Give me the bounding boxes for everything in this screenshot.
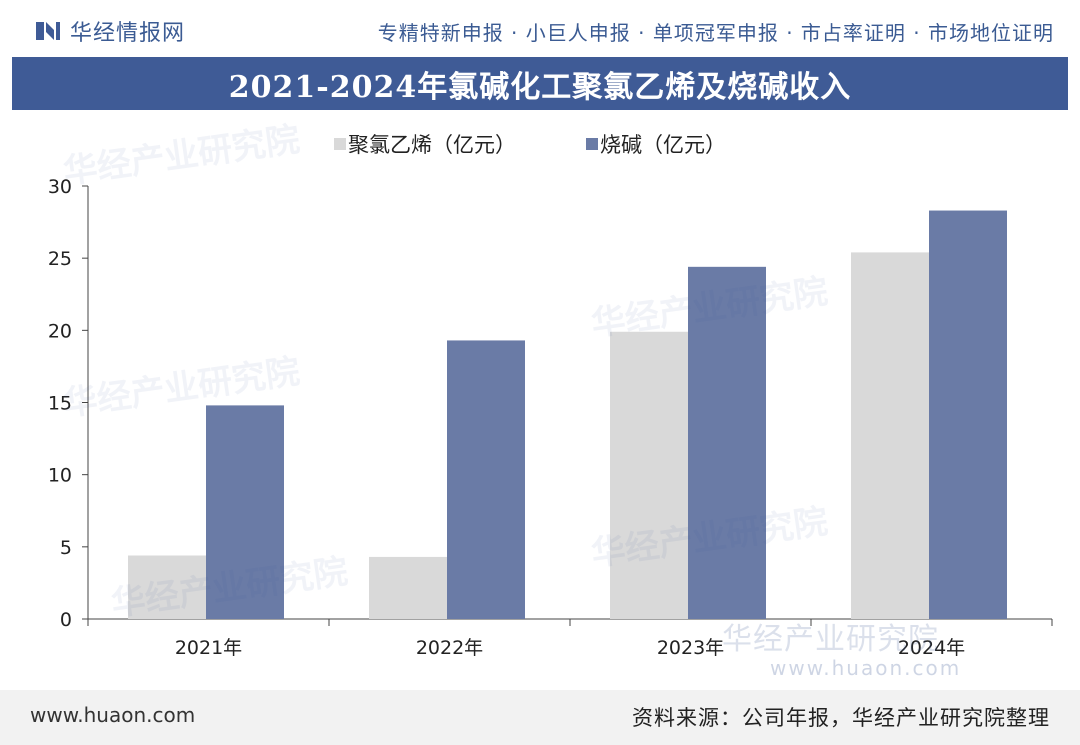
y-tick-label-1: 5 — [60, 537, 72, 559]
legend-swatch-1 — [334, 138, 346, 150]
y-tick-label-2: 10 — [48, 465, 72, 487]
y-tick-label-5: 25 — [48, 248, 72, 270]
header-tagline: 专精特新申报 · 小巨人申报 · 单项冠军申报 · 市占率证明 · 市场地位证明 — [377, 21, 1054, 45]
legend-swatch-2 — [586, 138, 598, 150]
y-tick-label-6: 30 — [48, 176, 72, 198]
footer-source: 资料来源：公司年报，华经产业研究院整理 — [632, 706, 1050, 730]
watermark-url: www.huaon.com — [770, 656, 962, 680]
footer: www.huaon.com 资料来源：公司年报，华经产业研究院整理 — [0, 690, 1080, 745]
y-tick-label-4: 20 — [48, 320, 72, 342]
chart-area: 聚氯乙烯（亿元） 烧碱（亿元） 0 5 10 15 20 25 30 2021年 2022年 2023… — [0, 112, 1080, 690]
bar-caustic-soda-1 — [206, 405, 284, 619]
bar-caustic-soda-4 — [929, 210, 1007, 619]
x-tick-label-4: 2024年 — [898, 637, 965, 659]
title-band: 2021-2024年氯碱化工聚氯乙烯及烧碱收入 — [12, 57, 1068, 110]
brand[interactable]: 华经情报网 — [34, 14, 185, 48]
legend-label-2: 烧碱（亿元） — [600, 133, 726, 157]
header: 华经情报网 专精特新申报 · 小巨人申报 · 单项冠军申报 · 市占率证明 · … — [0, 0, 1080, 58]
x-tick-label-3: 2023年 — [657, 637, 724, 659]
bar-pvc-3 — [610, 331, 688, 619]
brand-name: 华经情报网 — [70, 21, 186, 46]
bar-pvc-2 — [369, 556, 447, 619]
y-tick-label-3: 15 — [48, 393, 72, 415]
y-tick-label-0: 0 — [60, 609, 72, 631]
footer-url[interactable]: www.huaon.com — [30, 703, 196, 727]
x-tick-label-1: 2021年 — [175, 637, 242, 659]
chart-title: 2021-2024年氯碱化工聚氯乙烯及烧碱收入 — [228, 69, 852, 105]
legend-label-1: 聚氯乙烯（亿元） — [348, 133, 516, 157]
bar-pvc-4 — [851, 252, 929, 620]
bar-chart: 聚氯乙烯（亿元） 烧碱（亿元） 0 5 10 15 20 25 30 2021年 2022年 2023… — [48, 133, 1053, 659]
brand-logo-icon — [36, 22, 60, 40]
bar-caustic-soda-3 — [688, 266, 766, 619]
bar-caustic-soda-2 — [447, 340, 525, 619]
x-tick-label-2: 2022年 — [416, 637, 483, 659]
bar-pvc-1 — [128, 555, 206, 619]
